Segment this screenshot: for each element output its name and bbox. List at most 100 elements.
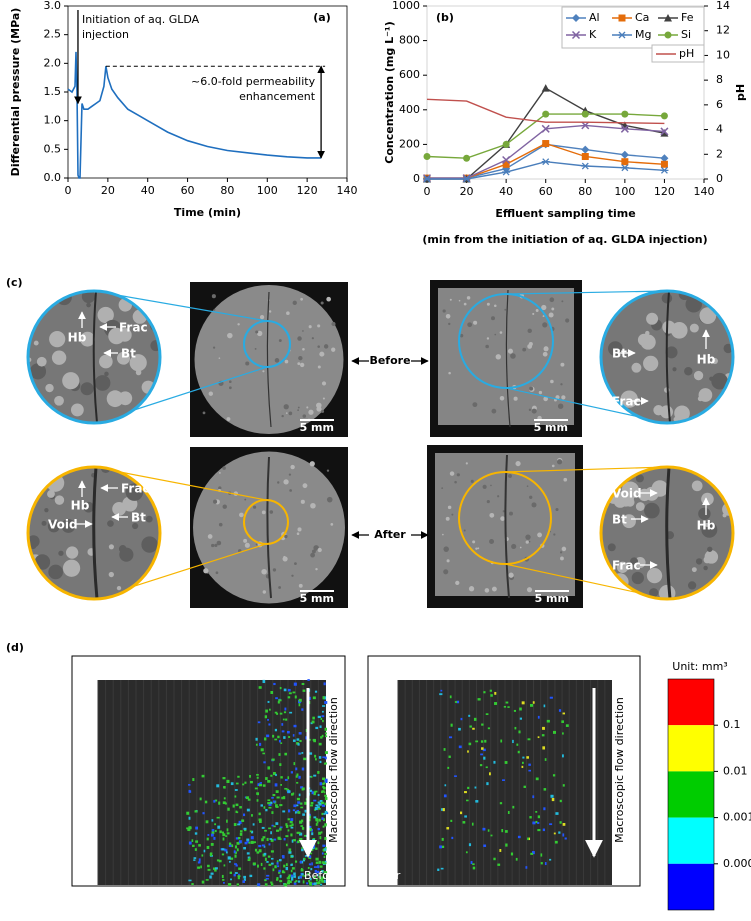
pore-voxel xyxy=(477,698,481,701)
ct-speckle xyxy=(331,321,336,327)
pore-voxel xyxy=(216,784,220,788)
pore-voxel xyxy=(322,777,326,781)
ct-speckle xyxy=(551,307,555,311)
pore-voxel xyxy=(521,701,525,705)
pore-voxel xyxy=(283,871,286,874)
pore-voxel xyxy=(493,857,496,861)
pore-voxel xyxy=(197,861,201,864)
y-tick-label: 3.0 xyxy=(44,0,62,12)
pore-voxel xyxy=(562,784,565,787)
pore-voxel xyxy=(298,793,301,797)
pore-voxel xyxy=(300,869,304,872)
pore-voxel xyxy=(324,735,328,738)
ct-speckle xyxy=(211,294,216,299)
pore-voxel xyxy=(193,859,196,861)
legend-label: Mg xyxy=(635,28,651,41)
ct-speckle xyxy=(268,310,272,313)
pore-voxel xyxy=(237,775,240,778)
pore-voxel xyxy=(206,845,210,849)
pore-voxel xyxy=(494,691,497,695)
ct-speckle xyxy=(472,540,476,544)
ct-speckle xyxy=(218,486,222,490)
pore-voxel xyxy=(296,773,299,777)
pore-voxel xyxy=(296,781,299,784)
ct-speckle xyxy=(550,379,554,384)
pore-voxel xyxy=(283,736,286,739)
mineral-grain xyxy=(635,502,645,511)
pore-voxel xyxy=(250,840,254,844)
mineral-grain xyxy=(99,354,113,369)
pore-voxel xyxy=(315,857,319,861)
pore-voxel xyxy=(301,848,304,852)
pore-voxel xyxy=(267,780,271,783)
pore-voxel xyxy=(554,840,558,844)
colorbar-segment xyxy=(668,725,714,772)
pore-voxel xyxy=(269,801,273,805)
pore-voxel xyxy=(324,727,327,731)
pore-voxel xyxy=(550,794,554,798)
zoom-label: Void xyxy=(612,487,642,501)
pore-voxel xyxy=(201,774,205,778)
pore-voxel xyxy=(312,837,316,841)
x-axis-label: Effluent sampling time xyxy=(495,207,635,220)
pore-voxel xyxy=(297,880,301,883)
pore-voxel xyxy=(288,692,292,695)
pore-voxel xyxy=(300,825,303,827)
pore-voxel xyxy=(214,823,217,826)
pore-voxel xyxy=(209,875,212,879)
pore-voxel xyxy=(260,862,263,866)
ct-speckle xyxy=(306,406,309,409)
pore-voxel xyxy=(276,862,279,865)
marker xyxy=(664,14,672,22)
mineral-grain xyxy=(691,567,697,573)
pore-voxel xyxy=(194,810,198,813)
mineral-grain xyxy=(55,467,61,473)
pore-voxel xyxy=(487,727,490,730)
pore-voxel xyxy=(290,874,294,878)
ct-speckle xyxy=(561,395,566,400)
pore-voxel xyxy=(320,736,323,739)
pore-voxel xyxy=(458,745,462,749)
pore-voxel xyxy=(322,818,326,822)
pore-voxel xyxy=(316,870,320,874)
pore-voxel xyxy=(324,796,328,799)
pore-voxel xyxy=(223,864,226,867)
pore-voxel xyxy=(448,755,451,758)
pore-voxel xyxy=(289,711,293,714)
pore-voxel xyxy=(552,730,556,734)
pore-voxel xyxy=(277,865,280,868)
pore-voxel xyxy=(270,850,274,853)
colorbar-tick-label: 0.0001 xyxy=(723,857,751,870)
ct-speckle xyxy=(255,330,259,334)
ct-speckle xyxy=(244,542,250,548)
ct-speckle xyxy=(261,510,266,515)
pore-voxel xyxy=(304,809,307,813)
marker xyxy=(462,175,471,183)
pore-voxel xyxy=(322,876,325,880)
mineral-grain xyxy=(631,362,642,373)
pore-voxel xyxy=(553,832,556,835)
pore-voxel xyxy=(519,707,522,711)
mineral-grain xyxy=(644,486,659,501)
pore-voxel xyxy=(205,820,209,824)
pore-voxel xyxy=(487,829,490,832)
pore-voxel xyxy=(322,696,325,700)
fracture-trace xyxy=(504,454,510,599)
mineral-grain xyxy=(141,536,158,553)
pore-voxel xyxy=(292,734,295,737)
x-tick-label: 80 xyxy=(578,185,592,198)
ct-speckle xyxy=(560,556,564,561)
mineral-grain xyxy=(70,403,84,417)
pore-voxel xyxy=(259,783,263,787)
pore-voxel xyxy=(549,823,553,826)
pore-voxel xyxy=(321,791,324,794)
pore-voxel xyxy=(474,786,477,789)
pore-voxel xyxy=(479,764,483,767)
mineral-grain xyxy=(645,330,650,336)
pore-voxel xyxy=(279,826,283,829)
legend-box xyxy=(561,6,705,49)
pore-voxel xyxy=(285,843,288,847)
pore-voxel xyxy=(299,802,303,805)
pore-voxel xyxy=(494,702,498,705)
pore-voxel xyxy=(278,871,281,874)
